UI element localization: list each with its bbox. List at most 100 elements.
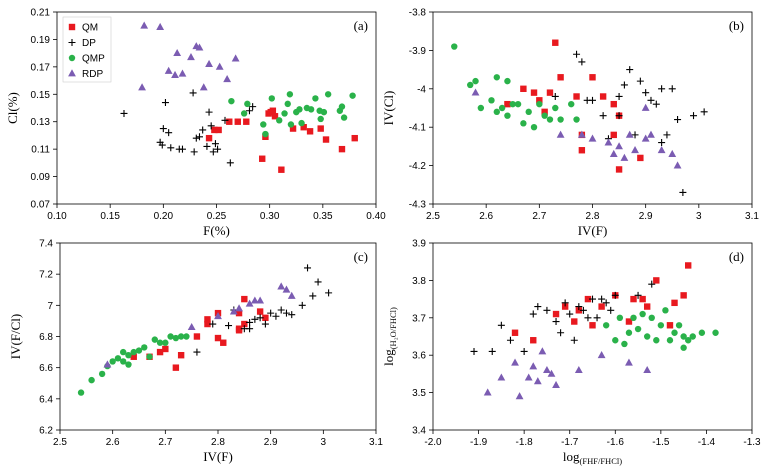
point-dp: [167, 144, 175, 152]
point-qmp: [685, 337, 692, 344]
point-rdp: [609, 149, 618, 157]
point-qmp: [130, 348, 137, 356]
point-qmp: [162, 339, 169, 346]
point-qm: [243, 118, 250, 125]
point-rdp: [199, 83, 208, 91]
point-dp: [620, 81, 628, 89]
x-tick-label: -1.4: [698, 437, 716, 448]
point-qmp: [307, 106, 315, 113]
point-rdp: [229, 307, 238, 315]
point-qmp: [349, 92, 356, 99]
point-qmp: [312, 95, 319, 102]
x-tick-label: 2.6: [479, 211, 493, 222]
x-tick-label: 0.15: [100, 211, 120, 222]
x-tick-label: 3: [696, 211, 702, 222]
point-qmp: [657, 322, 665, 329]
point-dp: [249, 103, 257, 111]
point-qm: [599, 93, 607, 100]
point-qm: [520, 85, 527, 92]
panel-a: 0.10 0.15 0.20 0.25 0.30 0.35 0.40 0.07 0.09 0.11…: [5, 8, 386, 239]
point-dp: [211, 140, 219, 148]
point-dp: [325, 289, 333, 297]
point-qm: [578, 147, 586, 154]
y-tick-label: 3.7: [412, 313, 426, 324]
point-qmp: [509, 100, 516, 108]
point-qm: [130, 353, 137, 360]
data-points: [451, 39, 708, 196]
x-tick-label: 3.1: [369, 437, 383, 448]
point-qmp: [77, 389, 85, 396]
point-dp: [626, 66, 634, 74]
point-dp: [214, 145, 222, 153]
point-qmp: [680, 333, 687, 340]
point-qm: [215, 126, 222, 134]
x-axis-label: F(%): [203, 223, 230, 238]
point-dp: [209, 148, 217, 156]
x-tick-label: 2.7: [158, 437, 172, 448]
point-dp: [178, 145, 186, 153]
point-qmp: [167, 333, 174, 340]
point-qmp: [98, 370, 106, 378]
y-tick-label: 0.13: [31, 117, 51, 128]
legend-label-qm: QM: [82, 23, 98, 34]
point-rdp: [140, 21, 149, 29]
point-qmp: [340, 114, 348, 121]
point-qm: [639, 295, 646, 303]
point-qm: [351, 134, 358, 142]
point-dp: [631, 131, 639, 139]
point-qmp: [125, 361, 132, 368]
x-axis-label: log(FHF/FHCl): [563, 449, 622, 466]
point-qm: [235, 309, 243, 317]
point-qm: [226, 118, 233, 125]
point-rdp: [215, 62, 224, 70]
x-tick-label: -1.7: [561, 437, 579, 448]
point-dp: [668, 85, 676, 93]
point-qmp: [146, 353, 153, 360]
point-dp: [225, 322, 233, 330]
point-qm: [610, 100, 617, 108]
y-tick-label: -3.8: [409, 8, 427, 19]
panel-c: 2.5 2.6 2.7 2.8 2.9 3 3.1 6.2 6.4 6.6 6.8 7 7.2 7.4 IV…: [8, 239, 383, 465]
point-qmp: [504, 112, 511, 119]
point-rdp: [277, 282, 286, 290]
point-dp: [190, 148, 198, 156]
point-dp: [679, 188, 687, 196]
point-qm: [317, 125, 324, 132]
point-rdp: [164, 66, 173, 74]
point-dp: [488, 347, 496, 355]
x-tick-label: 2.5: [53, 437, 67, 448]
point-dp: [593, 314, 601, 322]
y-tick-label: 6.6: [39, 363, 53, 374]
point-rdp: [223, 75, 232, 83]
point-qm: [211, 126, 218, 134]
point-dp: [221, 116, 229, 124]
point-rdp: [187, 322, 196, 331]
y-tick-label: 0.09: [31, 172, 51, 183]
y-tick-label: -4.3: [409, 200, 427, 211]
point-qm: [278, 166, 285, 173]
point-qm: [552, 310, 560, 318]
legend-marker-dp: [68, 39, 76, 46]
point-qm: [573, 93, 580, 100]
y-tick-label: 3.5: [412, 388, 426, 399]
point-dp: [120, 109, 128, 117]
point-rdp: [231, 54, 240, 62]
point-dp: [529, 310, 537, 318]
point-qmp: [639, 310, 646, 318]
point-dp: [652, 100, 660, 108]
x-tick-label: 2.7: [532, 211, 546, 222]
point-qmp: [680, 344, 687, 351]
point-qm: [630, 295, 637, 303]
point-rdp: [195, 43, 204, 51]
point-qmp: [520, 120, 527, 127]
point-qmp: [284, 100, 291, 108]
y-tick-label: 3.6: [412, 351, 426, 362]
point-qmp: [671, 329, 678, 336]
point-dp: [636, 77, 644, 85]
point-dp: [195, 133, 203, 141]
point-dp: [209, 320, 217, 328]
point-qm: [256, 308, 264, 315]
point-qmp: [498, 104, 506, 112]
point-qm: [300, 124, 307, 131]
point-rdp: [641, 103, 650, 111]
